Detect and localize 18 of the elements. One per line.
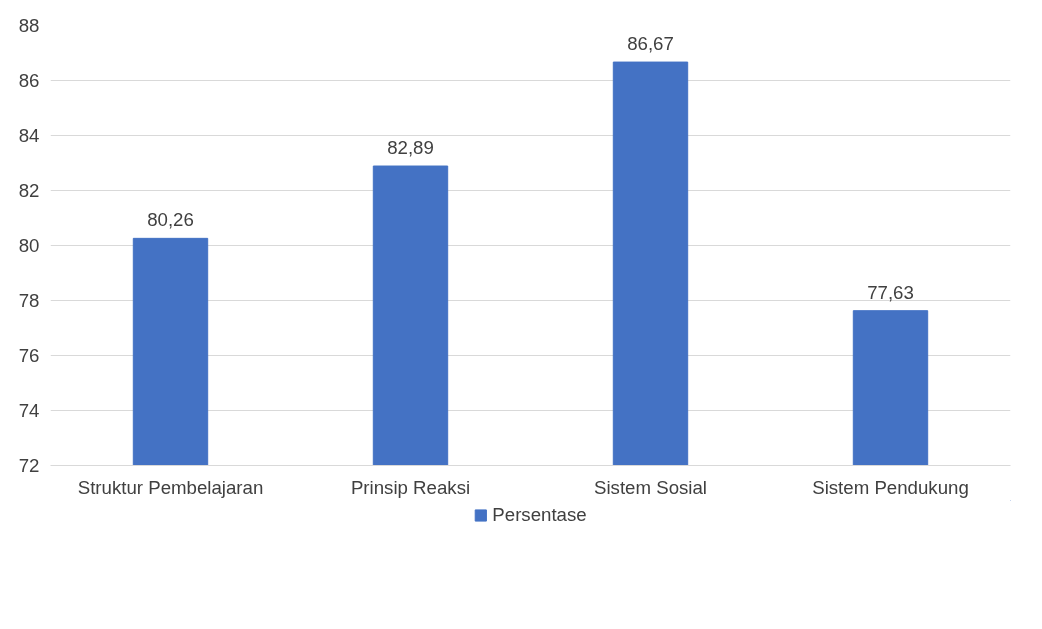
x-tick-label: Sistem Sosial: [593, 476, 708, 498]
y-tick-label: 88: [18, 15, 40, 36]
y-tick-label: 86: [18, 70, 40, 91]
data-label: 82,89: [387, 137, 434, 159]
y-tick-label: 78: [18, 290, 40, 311]
x-tick-label: Sistem Pendukung: [812, 476, 969, 498]
y-tick-label: 84: [18, 125, 40, 146]
y-tick-label: 74: [18, 400, 40, 421]
x-tick-label: Struktur Pembelajaran: [77, 476, 264, 498]
data-label: 77,63: [867, 281, 914, 303]
y-tick-label: 76: [18, 345, 40, 366]
y-tick-label: 82: [18, 180, 40, 201]
y-tick-label: 72: [18, 455, 40, 476]
data-label: 80,26: [147, 209, 194, 231]
x-tick-label: Prinsip Reaksi: [350, 476, 471, 498]
data-label: 86,67: [627, 33, 674, 55]
y-tick-label: 80: [18, 235, 40, 256]
legend-label: Persentase: [492, 504, 587, 526]
